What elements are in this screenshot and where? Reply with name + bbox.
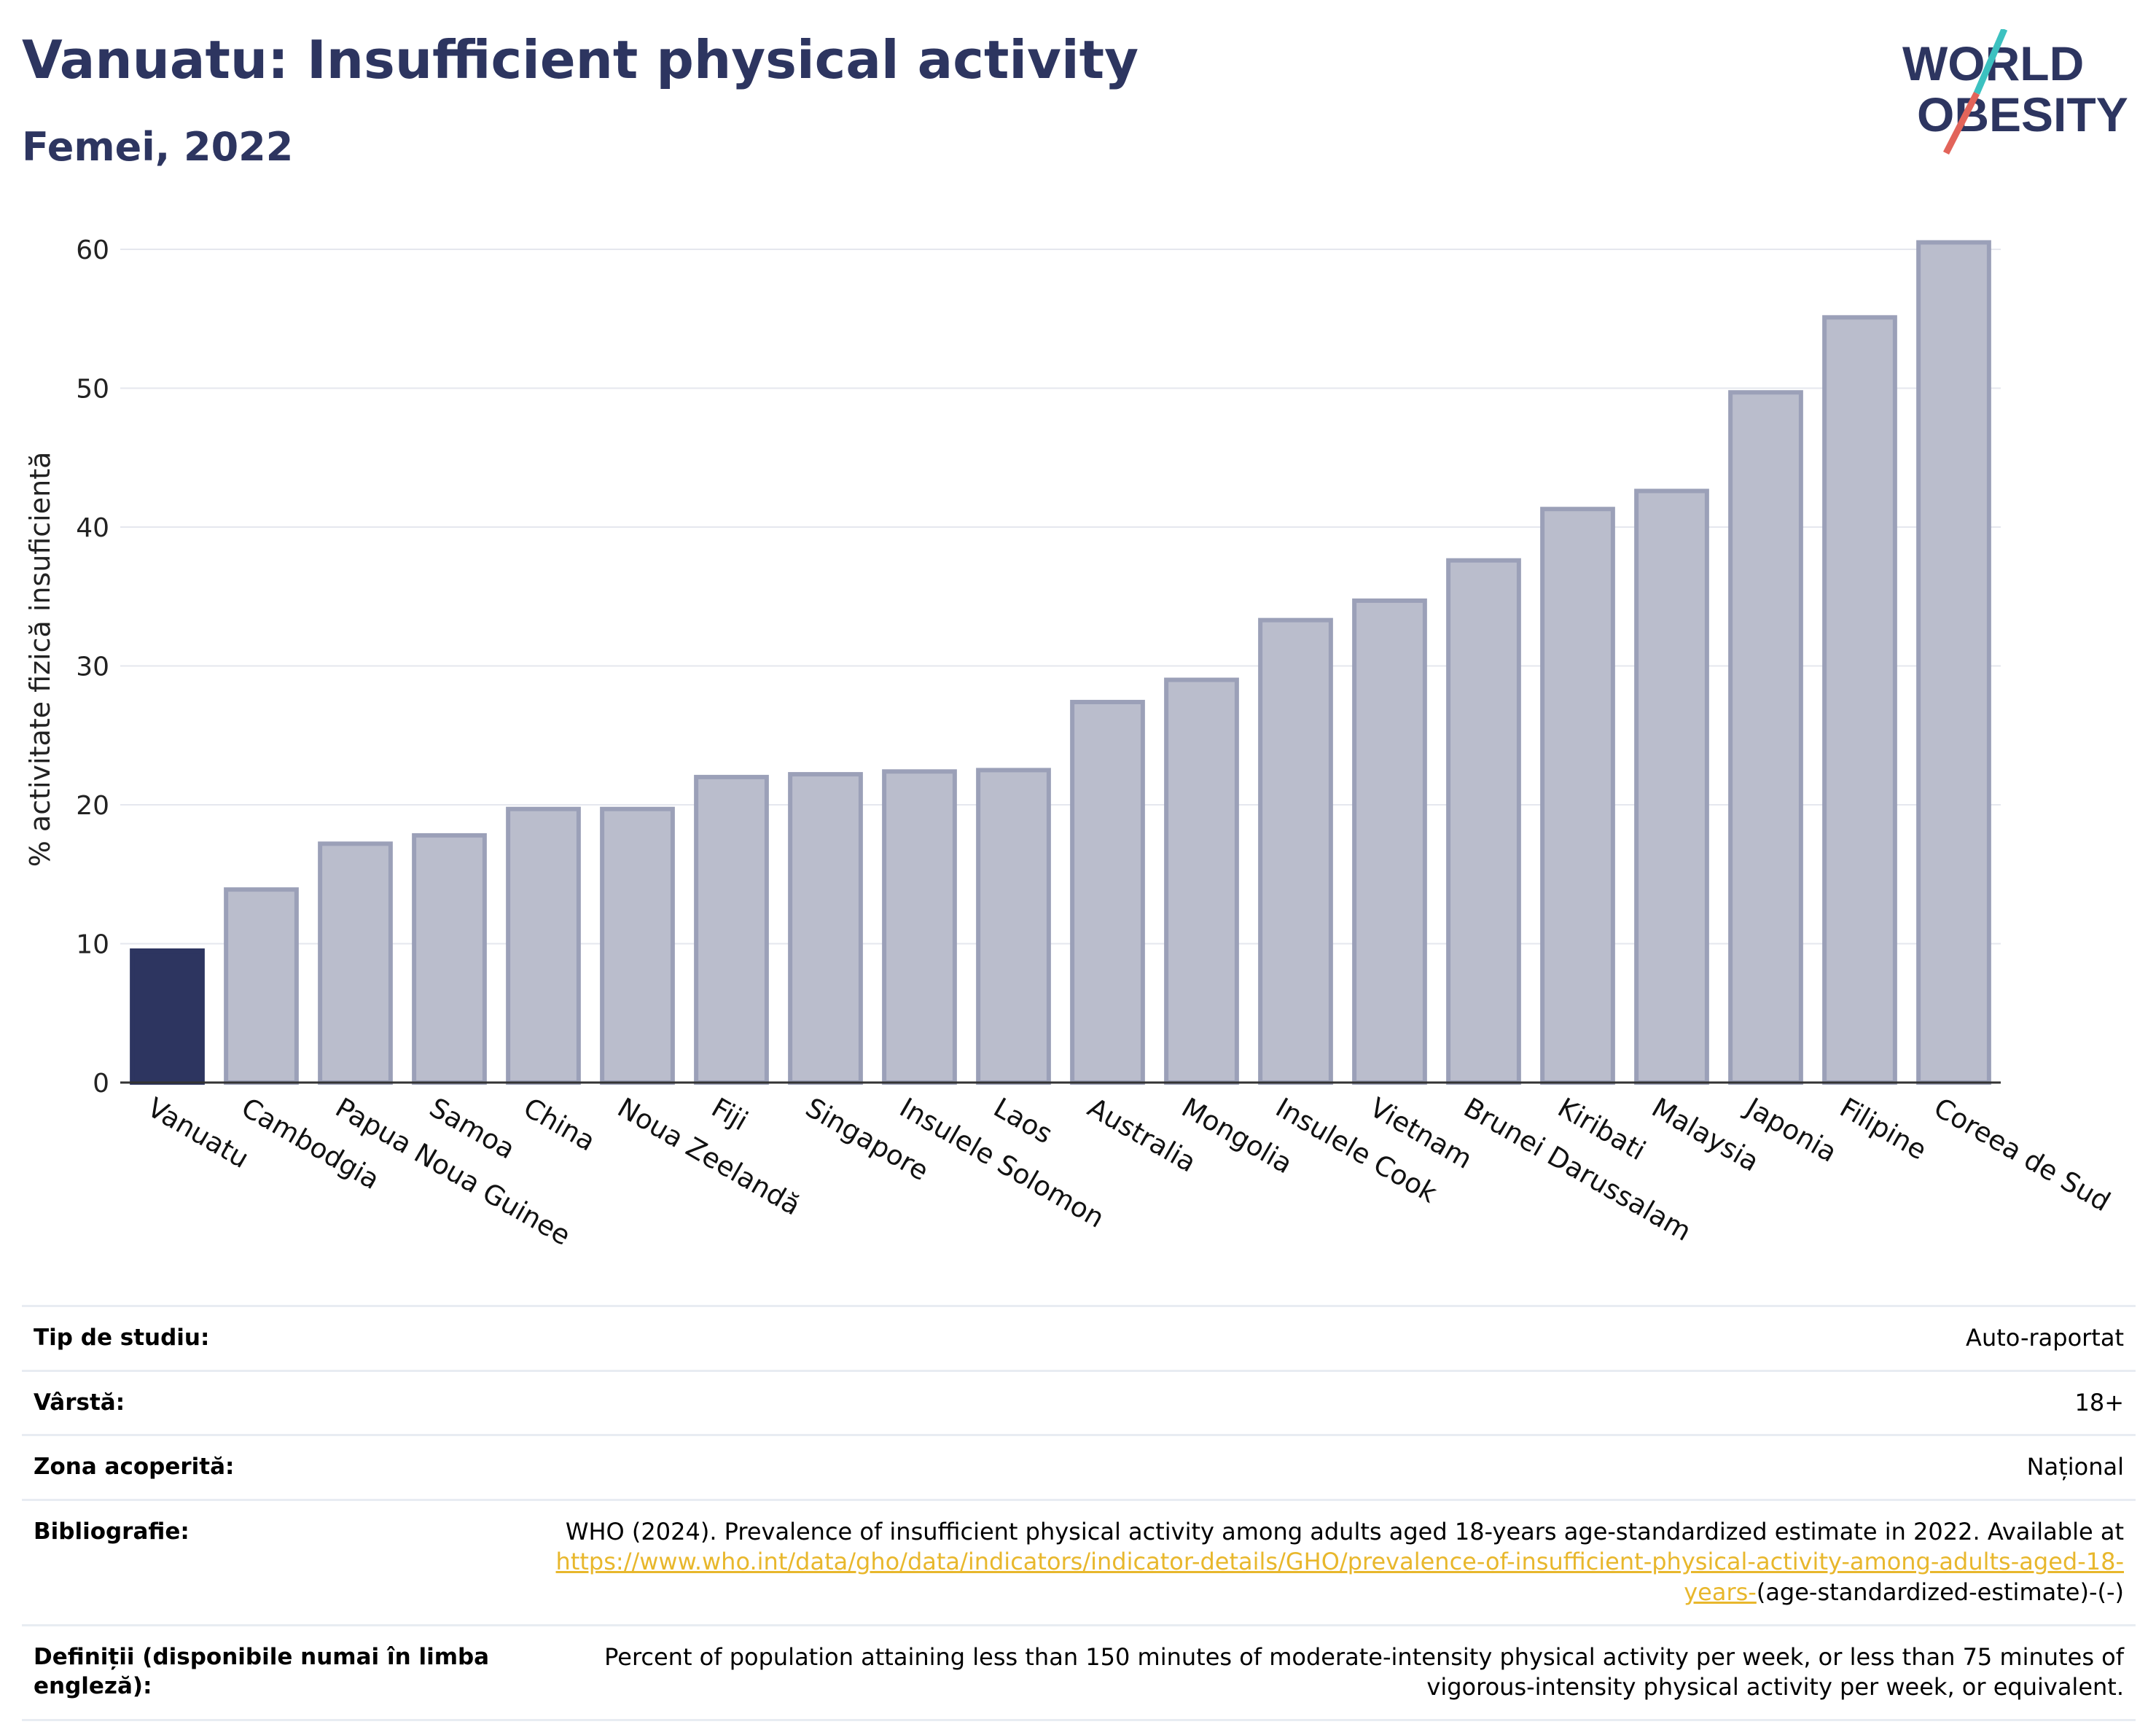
x-tick-label: Australia	[1082, 1092, 1201, 1179]
bar	[976, 768, 1051, 1085]
meta-row-definition: Definiții (disponibile numai în limba en…	[22, 1623, 2136, 1721]
meta-label: Zona acoperită:	[22, 1434, 512, 1500]
meta-value: WHO (2024). Prevalence of insufficient p…	[512, 1498, 2136, 1626]
meta-value: Național	[512, 1434, 2136, 1500]
bar	[1822, 315, 1897, 1085]
bars	[130, 240, 1991, 1085]
x-tick-label: Coreea de Sud	[1929, 1092, 2115, 1218]
meta-label: Vârstă:	[22, 1369, 512, 1435]
bar	[1728, 390, 1803, 1085]
y-tick-labels: 0 10 20 30 40 50 60	[76, 235, 109, 1099]
logo-text-world: WORLD	[1902, 36, 2084, 90]
y-tick-label: 0	[93, 1069, 109, 1099]
x-tick-label: Filipine	[1835, 1092, 1932, 1166]
bar	[1258, 617, 1333, 1085]
bar	[1164, 677, 1239, 1085]
bar	[412, 833, 487, 1085]
world-obesity-logo: WORLD OBESITY	[1902, 29, 2128, 155]
logo-text-obesity: OBESITY	[1917, 87, 2128, 141]
bar	[600, 806, 675, 1085]
logo-slash-red	[1942, 91, 1980, 155]
logo-slash-teal	[1973, 29, 2008, 95]
bar	[1446, 558, 1521, 1085]
meta-label: Definiții (disponibile numai în limba en…	[22, 1623, 512, 1721]
y-tick-label: 40	[76, 513, 109, 543]
page-subtitle: Femei, 2022	[22, 124, 294, 170]
bar	[1634, 488, 1709, 1085]
x-tick-label: China	[518, 1092, 601, 1158]
page-title: Vanuatu: Insufficient physical activity	[22, 29, 1139, 90]
bar	[788, 772, 863, 1085]
bar	[1540, 507, 1615, 1085]
x-tick-label: Fiji	[706, 1092, 753, 1137]
meta-value: 18+	[512, 1369, 2136, 1435]
bibliography-link-suffix: (age-standardized-estimate)-(-)	[1756, 1578, 2124, 1606]
meta-value: Auto-raportat	[512, 1305, 2136, 1371]
meta-row-study-type: Tip de studiu: Auto-raportat	[22, 1305, 2136, 1371]
meta-row-age: Vârstă: 18+	[22, 1369, 2136, 1435]
metadata-table: Tip de studiu: Auto-raportat Vârstă: 18+…	[22, 1305, 2136, 1721]
bar	[318, 841, 393, 1085]
x-tick-label: Laos	[988, 1092, 1058, 1150]
bar	[1070, 700, 1145, 1085]
bar	[1916, 240, 1991, 1085]
x-tick-label: Malaysia	[1647, 1092, 1765, 1178]
y-tick-label: 10	[76, 930, 109, 960]
meta-row-coverage: Zona acoperită: Național	[22, 1434, 2136, 1500]
y-tick-label: 60	[76, 235, 109, 265]
bar	[506, 806, 581, 1085]
meta-value: Percent of population attaining less tha…	[512, 1623, 2136, 1721]
y-tick-label: 20	[76, 791, 109, 821]
y-axis-label: % activitate fizică insuficientă	[24, 452, 56, 868]
meta-label: Bibliografie:	[22, 1498, 512, 1626]
y-tick-label: 30	[76, 652, 109, 682]
grid-lines	[120, 249, 2001, 945]
bar	[882, 769, 957, 1085]
bibliography-text: WHO (2024). Prevalence of insufficient p…	[565, 1517, 2124, 1545]
bar	[694, 774, 769, 1085]
x-tick-label: Insulele Cook	[1270, 1092, 1442, 1209]
bar	[224, 887, 299, 1085]
bar	[1352, 598, 1427, 1085]
meta-label: Tip de studiu:	[22, 1305, 512, 1371]
meta-row-bibliography: Bibliografie: WHO (2024). Prevalence of …	[22, 1498, 2136, 1626]
y-tick-label: 50	[76, 375, 109, 405]
x-tick-label: Noua Zeelandă	[612, 1092, 805, 1222]
bibliography-link[interactable]: https://www.who.int/data/gho/data/indica…	[555, 1548, 2124, 1606]
bar	[130, 948, 205, 1085]
x-tick-label: Vanuatu	[142, 1092, 254, 1175]
